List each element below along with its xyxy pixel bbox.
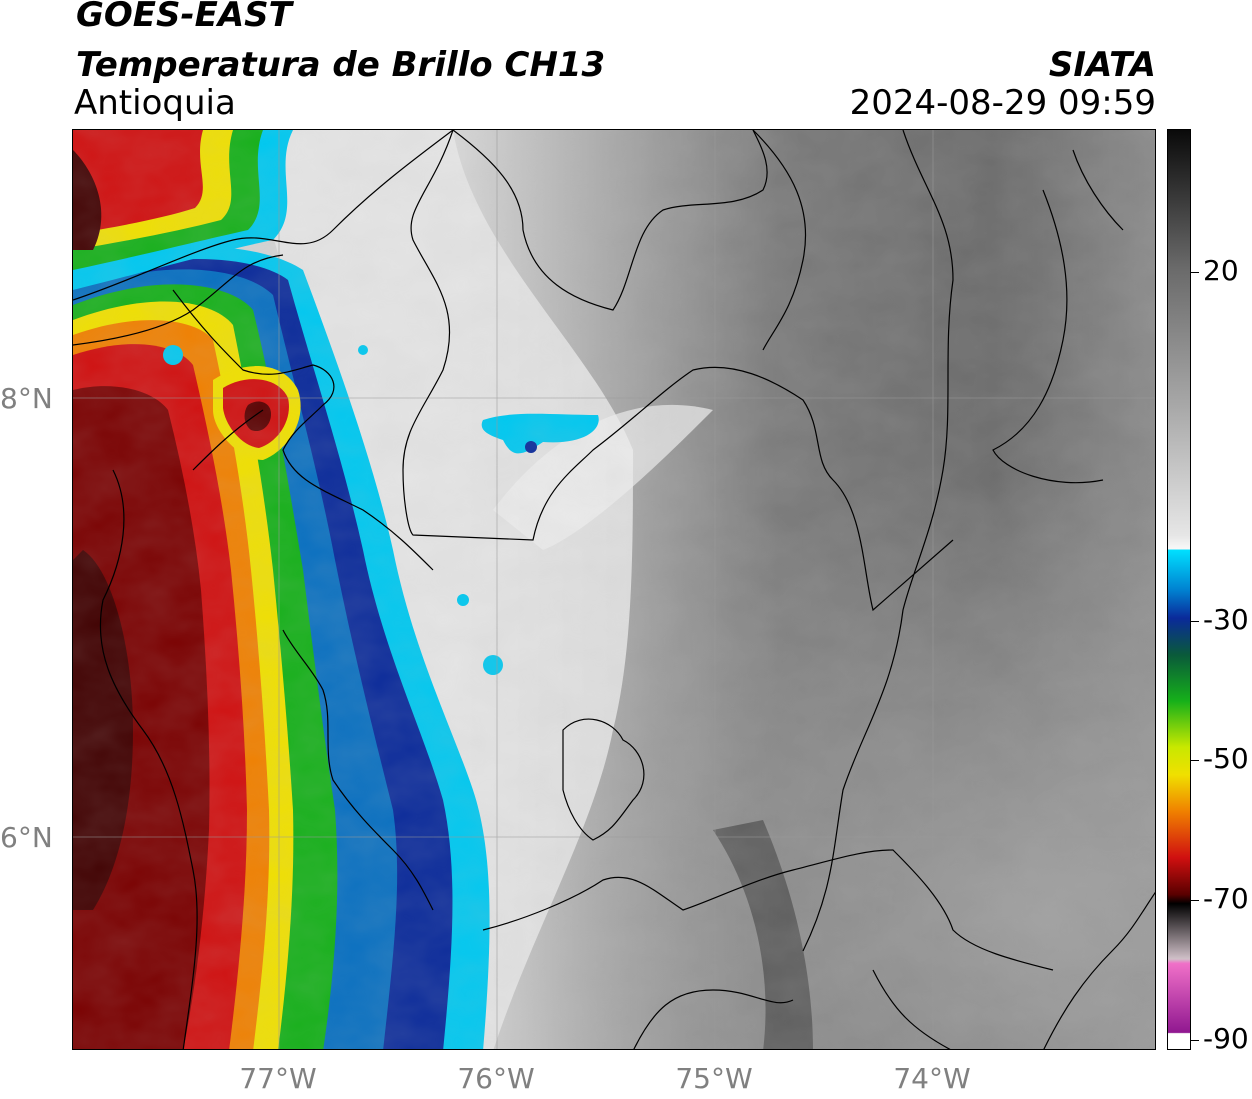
graticule	[73, 130, 1155, 1049]
temperature-colorbar	[1167, 129, 1191, 1050]
satellite-map[interactable]	[72, 129, 1156, 1050]
subtitle-region: Antioquia	[74, 83, 236, 123]
map-canvas	[73, 130, 1155, 1049]
lon-label-76w: 76°W	[457, 1062, 535, 1095]
lat-label-6n: 6°N	[0, 821, 53, 854]
lon-label-75w: 75°W	[675, 1062, 753, 1095]
borders	[73, 130, 1155, 1049]
colorbar-label-minus90: -90	[1203, 1022, 1249, 1055]
title-product: Temperatura de Brillo CH13	[76, 45, 606, 85]
colorbar-label-20: 20	[1203, 254, 1239, 287]
lon-label-74w: 74°W	[893, 1062, 971, 1095]
colorbar-label-minus70: -70	[1203, 882, 1249, 915]
lat-label-8n: 8°N	[0, 382, 53, 415]
lon-label-77w: 77°W	[239, 1062, 317, 1095]
title-satellite: GOES-EAST	[76, 0, 292, 35]
timestamp: 2024-08-29 09:59	[849, 83, 1156, 123]
colorbar-label-minus50: -50	[1203, 742, 1249, 775]
source-label: SIATA	[1048, 45, 1156, 85]
colorbar-label-minus30: -30	[1203, 603, 1249, 636]
